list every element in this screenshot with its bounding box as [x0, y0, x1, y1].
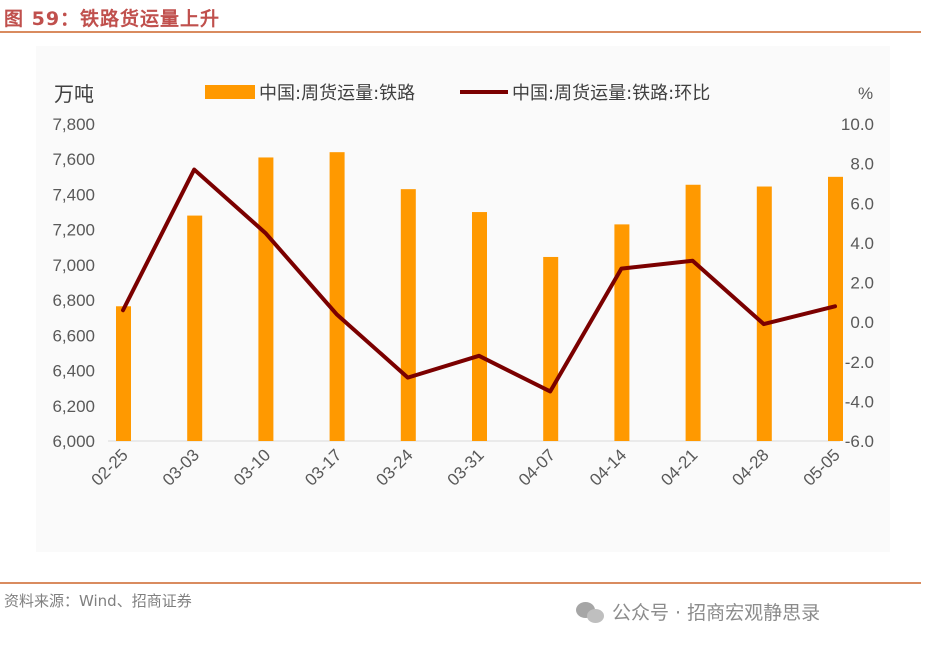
x-tick-label: 03-17 — [301, 445, 345, 489]
wow-point-05-05 — [833, 305, 837, 308]
left-tick-label: 7,000 — [52, 256, 95, 275]
watermark-text: 公众号 · 招商宏观静思录 — [612, 602, 821, 624]
bar-03-17 — [329, 152, 345, 441]
right-tick-label: 6.0 — [850, 194, 874, 213]
left-tick-label: 6,200 — [52, 397, 95, 416]
wow-point-04-28 — [762, 322, 765, 326]
right-tick-label: 8.0 — [850, 155, 874, 174]
x-tick-label: 03-10 — [230, 445, 274, 489]
figure-title: 图 59：铁路货运量上升 — [4, 8, 221, 30]
right-axis-unit: % — [858, 84, 873, 103]
x-tick-label: 02-25 — [88, 445, 132, 489]
bar-03-31 — [472, 212, 487, 441]
wow-point-03-10 — [264, 231, 267, 235]
x-tick-label: 03-31 — [444, 445, 488, 489]
left-tick-label: 7,200 — [52, 221, 95, 240]
wow-point-03-03 — [193, 168, 196, 171]
plot-background — [36, 46, 890, 552]
x-tick-label: 05-05 — [800, 445, 844, 489]
wow-point-04-21 — [691, 259, 694, 262]
right-tick-label: 10.0 — [841, 115, 874, 134]
watermark: 公众号 · 招商宏观静思录 — [576, 598, 820, 625]
legend-bar-label: 中国:周货运量:铁路 — [259, 83, 415, 104]
wow-point-04-07 — [549, 390, 552, 393]
left-tick-label: 6,000 — [52, 432, 95, 451]
right-tick-label: 4.0 — [850, 234, 874, 253]
legend-bar-swatch — [205, 85, 255, 99]
freight-chart: 6,000 6,200 6,400 6,600 6,800 7,000 7,200 7,400… — [52, 82, 874, 490]
bar-03-03 — [187, 215, 203, 441]
bar-04-07 — [543, 256, 559, 441]
bar-03-10 — [258, 157, 274, 441]
bar-03-24 — [400, 189, 416, 441]
wechat-icon — [576, 600, 606, 624]
left-tick-label: 6,800 — [52, 291, 95, 310]
right-tick-label: -2.0 — [845, 353, 874, 372]
right-tick-label: -6.0 — [845, 432, 874, 451]
bar-02-25 — [116, 306, 131, 441]
bar-04-21 — [685, 184, 701, 441]
left-tick-label: 7,400 — [52, 185, 95, 204]
x-tick-label: 04-14 — [586, 445, 630, 489]
wow-point-03-31 — [477, 354, 481, 358]
right-tick-label: -4.0 — [845, 392, 874, 411]
wow-point-02-25 — [121, 309, 125, 312]
wow-point-03-24 — [406, 376, 409, 379]
top-divider — [0, 31, 921, 33]
wow-point-04-14 — [620, 267, 623, 270]
x-tick-label: 04-21 — [657, 445, 701, 489]
left-axis-unit: 万吨 — [54, 82, 94, 106]
left-tick-label: 6,400 — [52, 362, 95, 381]
bar-04-14 — [614, 224, 630, 441]
right-tick-label: 2.0 — [850, 274, 874, 293]
x-tick-label: 03-03 — [159, 445, 203, 489]
left-tick-label: 7,600 — [52, 150, 95, 169]
legend-line-label: 中国:周货运量:铁路:环比 — [512, 83, 710, 104]
x-tick-label: 04-28 — [728, 445, 772, 489]
left-tick-label: 6,600 — [52, 326, 95, 345]
source-note: 资料来源：Wind、招商证券 — [4, 592, 192, 610]
x-tick-label: 03-24 — [372, 445, 416, 489]
left-tick-label: 7,800 — [52, 115, 95, 134]
x-tick-label: 04-07 — [515, 445, 559, 489]
bar-04-28 — [756, 186, 772, 441]
right-tick-label: 0.0 — [850, 313, 874, 332]
wow-point-03-17 — [335, 313, 338, 316]
bottom-divider — [0, 582, 921, 584]
bar-05-05 — [828, 176, 843, 442]
